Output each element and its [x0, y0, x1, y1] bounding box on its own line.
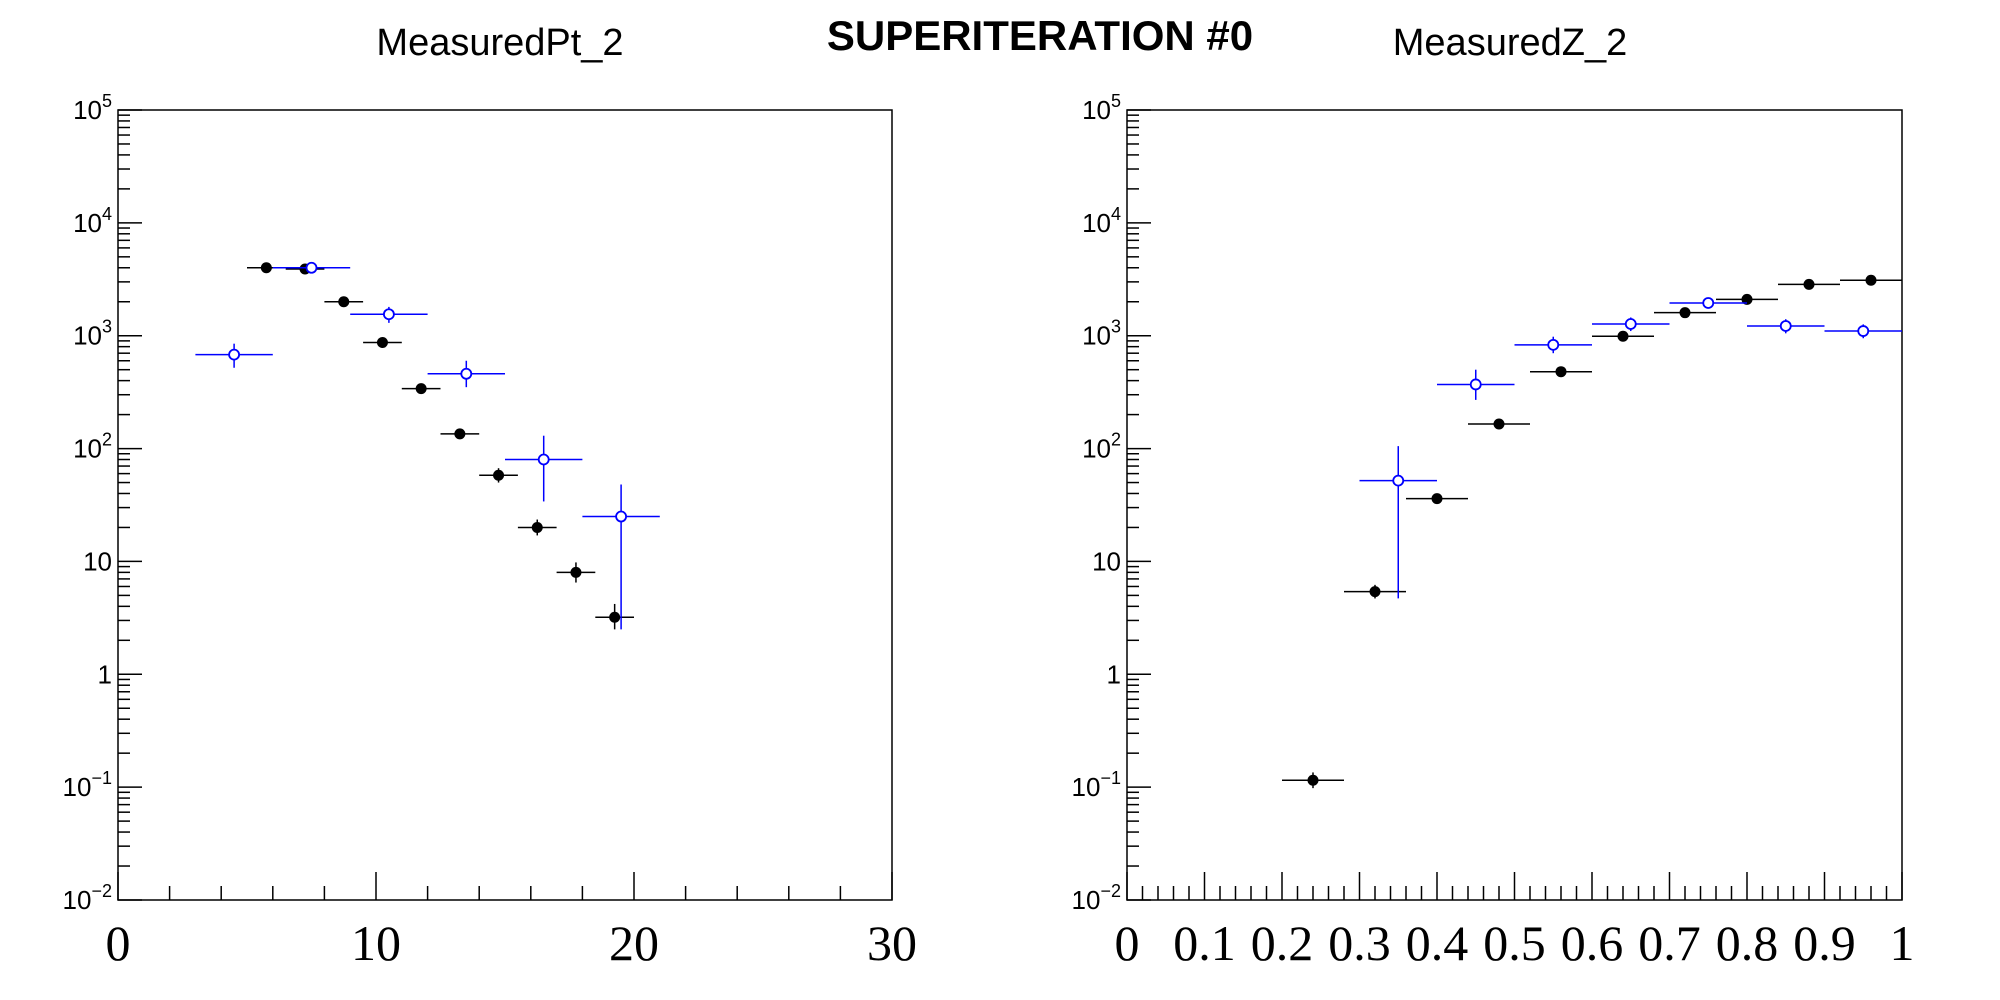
pt-panel-title: MeasuredPt_2 [376, 22, 623, 64]
z-filled-marker [1369, 586, 1381, 598]
pt-filled-marker [609, 611, 621, 623]
z-y-tick-label: 104 [1082, 204, 1121, 238]
pt-filled-marker [260, 262, 272, 274]
pt-filled-marker [454, 428, 466, 440]
z-filled-marker [1555, 366, 1567, 378]
pt-y-tick-label: 10 [83, 546, 112, 576]
pt-open-marker [228, 348, 241, 361]
z-x-tick-label: 1 [1890, 915, 1915, 971]
z-x-tick-label: 0.4 [1406, 915, 1469, 971]
z-open-marker [1702, 297, 1715, 309]
z-y-tick-label: 10−1 [1072, 768, 1121, 802]
z-y-tick-label: 103 [1082, 317, 1121, 351]
z-open-marker [1469, 378, 1482, 391]
z-x-tick-label: 0.9 [1793, 915, 1856, 971]
pt-open-marker [382, 308, 395, 321]
z-filled-marker [1803, 278, 1815, 290]
pt-y-tick-label: 104 [73, 204, 112, 238]
z-filled-marker [1617, 330, 1629, 342]
z-filled-marker [1307, 774, 1319, 786]
z-filled-marker [1865, 274, 1877, 286]
pt-x-tick-label: 30 [867, 915, 917, 971]
pt-y-tick-label: 103 [73, 317, 112, 351]
pt-open-marker [615, 510, 627, 523]
page-title: SUPERITERATION #0 [827, 12, 1253, 59]
z-x-tick-label: 0.5 [1483, 915, 1546, 971]
z-open-marker [1857, 325, 1870, 337]
z-y-tick-label: 1 [1107, 659, 1121, 689]
pt-y-tick-label: 10−2 [63, 881, 112, 915]
z-x-tick-label: 0.3 [1328, 915, 1391, 971]
z-y-tick-label: 10−2 [1072, 881, 1121, 915]
z-x-tick-label: 0.2 [1251, 915, 1314, 971]
z-filled-marker [1493, 418, 1505, 430]
pt-y-tick-label: 102 [73, 430, 112, 464]
pt-open-marker [460, 367, 473, 380]
pt-y-tick-label: 105 [73, 91, 112, 125]
z-filled-marker [1679, 307, 1691, 319]
z-plot-frame [1126, 109, 1903, 901]
pt-open-marker [537, 453, 550, 466]
z-open-marker [1547, 338, 1560, 351]
pt-plot-frame [117, 109, 893, 901]
z-x-tick-label: 0.6 [1561, 915, 1624, 971]
pt-filled-marker [493, 469, 505, 481]
z-filled-marker [1741, 293, 1753, 305]
z-open-marker [1779, 320, 1792, 332]
pt-y-tick-label: 10−1 [63, 768, 112, 802]
pt-filled-marker [531, 521, 543, 533]
z-open-marker [1392, 474, 1405, 487]
z-filled-marker [1431, 493, 1443, 505]
z-open-marker [1624, 318, 1637, 330]
z-x-tick-label: 0.1 [1173, 915, 1236, 971]
z-x-tick-label: 0 [1115, 915, 1140, 971]
pt-filled-marker [376, 337, 388, 349]
pt-open-marker [305, 261, 318, 274]
pt-x-tick-label: 10 [351, 915, 401, 971]
z-panel-title: MeasuredZ_2 [1393, 22, 1627, 64]
z-y-tick-label: 10 [1092, 546, 1121, 576]
z-y-tick-label: 105 [1082, 91, 1121, 125]
pt-y-tick-label: 1 [98, 659, 112, 689]
pt-x-tick-label: 0 [106, 915, 131, 971]
pt-x-tick-label: 20 [609, 915, 659, 971]
pt-filled-marker [570, 566, 582, 578]
z-y-tick-label: 102 [1082, 430, 1121, 464]
pt-filled-marker [415, 383, 427, 395]
pt-filled-marker [338, 296, 350, 308]
z-x-tick-label: 0.8 [1716, 915, 1779, 971]
z-x-tick-label: 0.7 [1638, 915, 1701, 971]
